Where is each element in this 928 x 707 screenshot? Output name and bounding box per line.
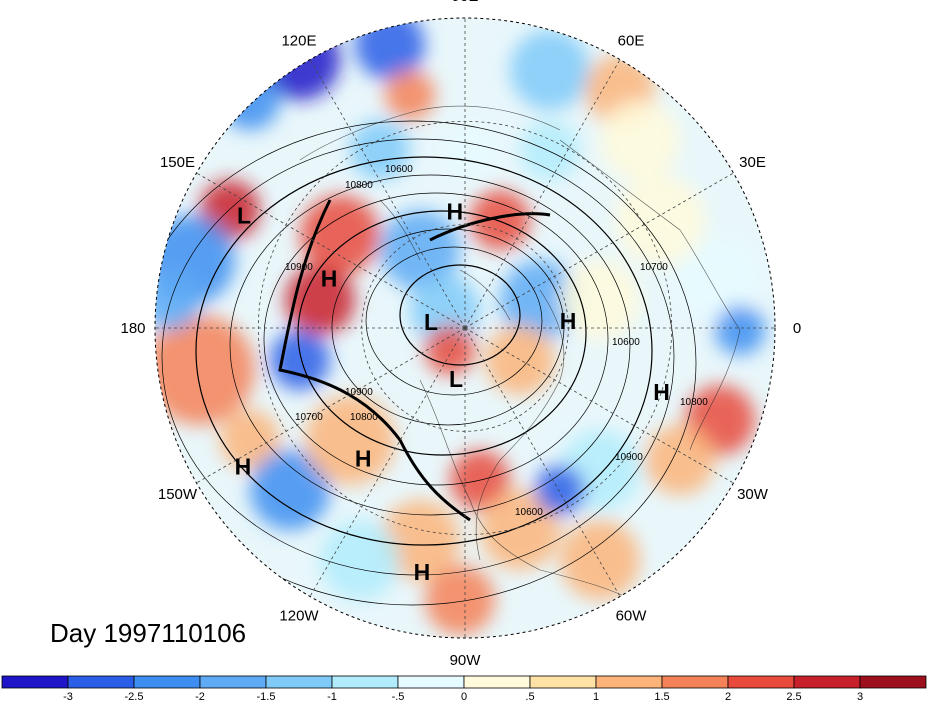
- colorbar-tick-label: 2.5: [786, 691, 801, 702]
- colorbar-swatch: [727, 675, 795, 689]
- longitude-label: 0: [793, 320, 801, 337]
- colorbar-tick-label: 0: [461, 691, 467, 702]
- colorbar-tick-label: 3: [857, 691, 863, 702]
- colorbar-swatch: [199, 675, 267, 689]
- colorbar-swatch: [793, 675, 861, 689]
- pressure-center-label: L: [424, 309, 438, 335]
- map-boundary: [154, 17, 776, 639]
- longitude-label: 60E: [618, 32, 645, 49]
- colorbar-tick-label: -2.5: [125, 691, 144, 702]
- colorbar-swatch: [1, 675, 69, 689]
- pressure-center-label: L: [237, 202, 251, 228]
- colorbar-tick-label: -1.5: [257, 691, 276, 702]
- pressure-center-label: H: [560, 308, 577, 334]
- contour-label: 10900: [285, 262, 313, 273]
- longitude-label: 120E: [281, 32, 316, 49]
- contour-label: 10800: [345, 180, 373, 191]
- colorbar-swatch: [529, 675, 597, 689]
- colorbar-tick-label: -.5: [392, 691, 405, 702]
- pressure-centers: H L H L H L H H H H: [235, 198, 670, 585]
- colorbar-swatch: [661, 675, 729, 689]
- colorbar-swatch: [331, 675, 399, 689]
- colorbar-swatch: [463, 675, 531, 689]
- contour-label: 10800: [680, 397, 708, 408]
- pressure-center-label: H: [355, 445, 372, 471]
- colorbar-swatch: [859, 675, 927, 689]
- longitude-labels: 90E 60E 30E 0 30W 60W 90W 120W 150W 180 150E 120E: [120, 0, 801, 669]
- colorbar-swatch: [67, 675, 135, 689]
- contour-label: 10600: [612, 337, 640, 348]
- colorbar-tick-label: -3: [63, 691, 73, 702]
- colorbar-swatch: [133, 675, 201, 689]
- longitude-label: 90W: [450, 652, 482, 669]
- colorbar-swatch: [595, 675, 663, 689]
- colorbar-swatch: [265, 675, 333, 689]
- pressure-center-label: H: [321, 266, 338, 292]
- contour-label: 10700: [295, 412, 323, 423]
- contour-labels: 10600 10800 10900 10700 10600 10700 10800 10900…: [285, 164, 708, 518]
- day-title: Day 1997110106: [50, 618, 247, 648]
- pressure-center-label: L: [449, 366, 463, 392]
- longitude-label: 180: [120, 320, 145, 337]
- pressure-center-label: H: [235, 454, 252, 480]
- pressure-center-label: H: [446, 198, 463, 224]
- colorbar: -3 -2.5 -2 -1.5 -1 -.5 0 .5 1 1.5 2 2.5 3: [1, 675, 927, 703]
- pressure-center-label: H: [653, 379, 670, 405]
- longitude-label: 60W: [616, 608, 648, 625]
- colorbar-tick-label: .5: [525, 691, 534, 702]
- contour-label: 10900: [345, 387, 373, 398]
- longitude-label: 30W: [737, 486, 769, 503]
- contour-label: 10700: [640, 262, 668, 273]
- longitude-label: 90E: [452, 0, 479, 5]
- colorbar-tick-label: 2: [725, 691, 731, 702]
- colorbar-tick-label: 1.5: [654, 691, 669, 702]
- colorbar-tick-label: 1: [593, 691, 599, 702]
- contour-label: 10900: [615, 452, 643, 463]
- contour-label: 10600: [385, 164, 413, 175]
- colorbar-tick-label: -1: [327, 691, 337, 702]
- longitude-label: 150E: [160, 154, 195, 171]
- anomaly-field: [155, 18, 775, 638]
- longitude-label: 30E: [739, 154, 766, 171]
- longitude-label: 150W: [158, 486, 198, 503]
- longitude-label: 120W: [279, 608, 319, 625]
- pressure-center-label: H: [414, 559, 431, 585]
- contour-label: 10800: [350, 412, 378, 423]
- contour-label: 10600: [515, 507, 543, 518]
- colorbar-tick-label: -2: [195, 691, 205, 702]
- colorbar-swatch: [397, 675, 465, 689]
